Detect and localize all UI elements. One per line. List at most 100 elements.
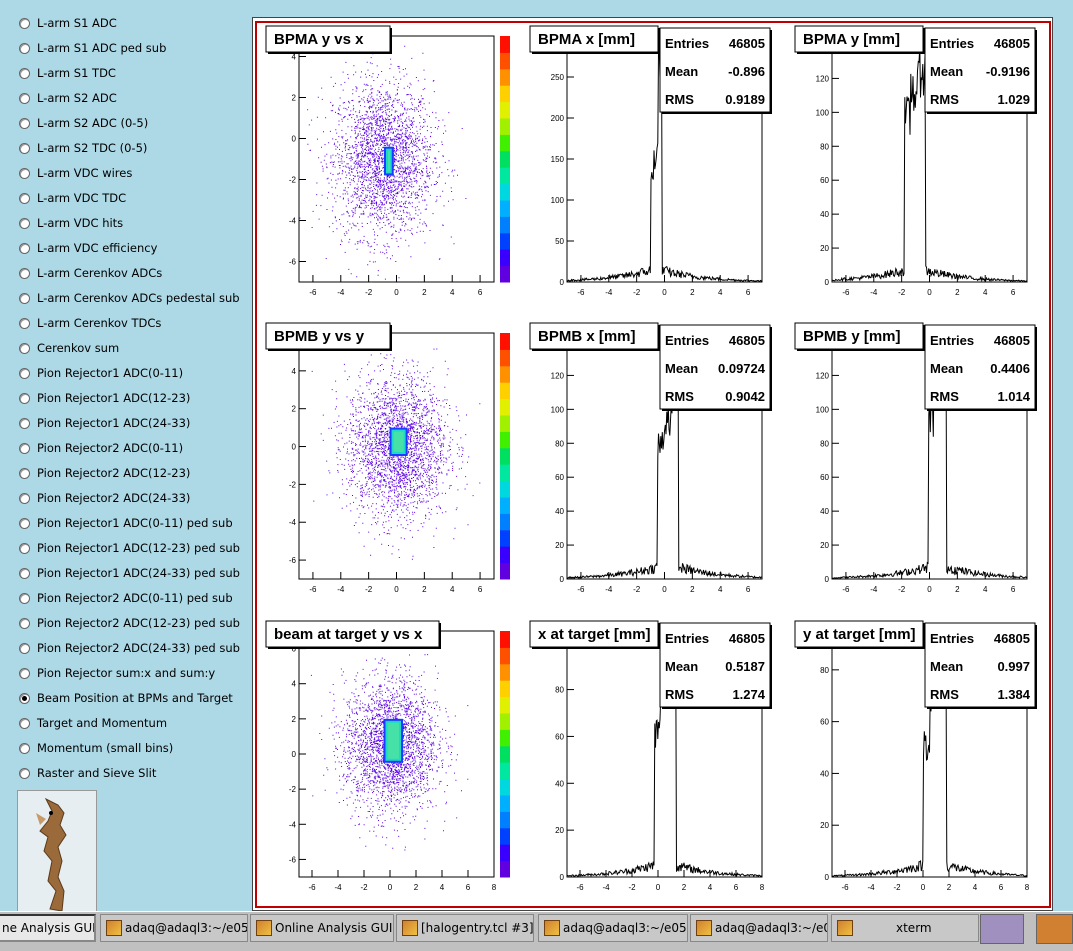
menu-item-11[interactable]: L-arm Cerenkov ADCs: [0, 262, 250, 284]
y-tick-label: 100: [551, 196, 565, 205]
plot-frame: [298, 35, 495, 283]
menu-item-21[interactable]: Pion Rejector1 ADC(0-11) ped sub: [0, 512, 250, 534]
menu-item-16[interactable]: Pion Rejector1 ADC(12-23): [0, 387, 250, 409]
app-icon[interactable]: [1036, 914, 1073, 944]
radio-button[interactable]: [19, 642, 30, 654]
radio-button[interactable]: [19, 67, 30, 79]
menu-item-1[interactable]: L-arm S1 ADC: [0, 12, 250, 34]
radio-button[interactable]: [19, 242, 30, 254]
taskbar-button-2[interactable]: adaq@adaql3:~/e051: [100, 914, 248, 942]
radio-button[interactable]: [19, 117, 30, 129]
menu-item-label: Pion Rejector2 ADC(24-33) ped sub: [37, 641, 240, 655]
radio-button[interactable]: [19, 92, 30, 104]
menu-item-13[interactable]: L-arm Cerenkov TDCs: [0, 312, 250, 334]
menu-item-25[interactable]: Pion Rejector2 ADC(12-23) ped sub: [0, 612, 250, 634]
radio-button[interactable]: [19, 517, 30, 529]
palette-swatch: [500, 778, 510, 796]
taskbar-button-7[interactable]: xterm: [831, 914, 979, 942]
menu-item-3[interactable]: L-arm S1 TDC: [0, 62, 250, 84]
radio-button[interactable]: [19, 667, 30, 679]
radio-button[interactable]: [19, 217, 30, 229]
menu-item-28[interactable]: Beam Position at BPMs and Target: [0, 687, 250, 709]
pager-icon[interactable]: [980, 914, 1024, 944]
taskbar-button-4[interactable]: [halogentry.tcl #3]: [396, 914, 534, 942]
radio-button[interactable]: [19, 617, 30, 629]
palette-swatch: [500, 265, 510, 283]
menu-item-29[interactable]: Target and Momentum: [0, 712, 250, 734]
menu-item-30[interactable]: Momentum (small bins): [0, 737, 250, 759]
menu-item-12[interactable]: L-arm Cerenkov ADCs pedestal sub: [0, 287, 250, 309]
pad-6[interactable]: -6-4-20246020406080100120140Entries46805…: [794, 322, 1037, 594]
menu-item-9[interactable]: L-arm VDC hits: [0, 212, 250, 234]
menu-item-20[interactable]: Pion Rejector2 ADC(24-33): [0, 487, 250, 509]
taskbar-button-1[interactable]: ne Analysis GUI: [0, 914, 96, 942]
taskbar-button-6[interactable]: adaq@adaql3:~/e051: [690, 914, 828, 942]
menu-item-22[interactable]: Pion Rejector1 ADC(12-23) ped sub: [0, 537, 250, 559]
radio-button[interactable]: [19, 492, 30, 504]
radio-button[interactable]: [19, 392, 30, 404]
radio-button[interactable]: [19, 417, 30, 429]
radio-button[interactable]: [19, 342, 30, 354]
menu-item-18[interactable]: Pion Rejector2 ADC(0-11): [0, 437, 250, 459]
menu-item-23[interactable]: Pion Rejector1 ADC(24-33) ped sub: [0, 562, 250, 584]
menu-item-6[interactable]: L-arm S2 TDC (0-5): [0, 137, 250, 159]
menu-item-15[interactable]: Pion Rejector1 ADC(0-11): [0, 362, 250, 384]
x-tick-label: -6: [309, 585, 317, 594]
stats-value: 1.014: [997, 389, 1030, 404]
taskbar-label: adaq@adaql3:~/e051: [125, 921, 248, 935]
pad-3[interactable]: -6-4-20246020406080100120140Entries46805…: [794, 25, 1037, 297]
radio-button[interactable]: [19, 742, 30, 754]
pad-8[interactable]: -6-4-202468020406080100Entries46805Mean0…: [529, 620, 772, 892]
stats-key: Entries: [665, 631, 709, 646]
radio-button[interactable]: [19, 267, 30, 279]
pad-2[interactable]: -6 -4 -2 0 2 4 6 0 50 100 150 200 250 Entries 46805 Mea…: [529, 25, 772, 297]
radio-button[interactable]: [19, 142, 30, 154]
pad-7[interactable]: -6 -4 -2 0 2 4 6 8 -6 -4 -2 0 2 4 6 beam at target y vs…: [265, 620, 510, 892]
menu-item-17[interactable]: Pion Rejector1 ADC(24-33): [0, 412, 250, 434]
radio-button[interactable]: [19, 592, 30, 604]
radio-button[interactable]: [19, 367, 30, 379]
radio-button[interactable]: [19, 192, 30, 204]
menu-item-26[interactable]: Pion Rejector2 ADC(24-33) ped sub: [0, 637, 250, 659]
menu-item-5[interactable]: L-arm S2 ADC (0-5): [0, 112, 250, 134]
radio-button[interactable]: [19, 467, 30, 479]
pad-1[interactable]: -6 -4 -2 0 2 4 6 -6 -4 -2 0 2 4 BPMA y vs x: [265, 25, 510, 297]
palette-swatch: [500, 167, 510, 185]
radio-button[interactable]: [19, 692, 30, 704]
radio-button[interactable]: [19, 317, 30, 329]
x-tick-label: 0: [656, 883, 661, 892]
menu-item-19[interactable]: Pion Rejector2 ADC(12-23): [0, 462, 250, 484]
y-tick-label: 4: [292, 367, 297, 376]
pad-4[interactable]: -6 -4 -2 0 2 4 6 -6 -4 -2 0 2 4 BPMB y vs y: [265, 322, 510, 594]
menu-item-10[interactable]: L-arm VDC efficiency: [0, 237, 250, 259]
stats-value: 0.5187: [725, 659, 765, 674]
root-canvas[interactable]: -6 -4 -2 0 2 4 6 -6 -4 -2 0 2 4 BPMA y vs x -6 -4 -2 0 2 4 6…: [255, 21, 1051, 908]
radio-button[interactable]: [19, 567, 30, 579]
menu-item-2[interactable]: L-arm S1 ADC ped sub: [0, 37, 250, 59]
radio-button[interactable]: [19, 442, 30, 454]
menu-item-4[interactable]: L-arm S2 ADC: [0, 87, 250, 109]
x-tick-label: 0: [921, 883, 926, 892]
menu-item-7[interactable]: L-arm VDC wires: [0, 162, 250, 184]
menu-item-24[interactable]: Pion Rejector2 ADC(0-11) ped sub: [0, 587, 250, 609]
taskbar-button-3[interactable]: Online Analysis GUI: [250, 914, 394, 942]
taskbar: ne Analysis GUI adaq@adaql3:~/e051 Online …: [0, 911, 1073, 951]
radio-button[interactable]: [19, 42, 30, 54]
radio-button[interactable]: [19, 717, 30, 729]
taskbar-button-5[interactable]: adaq@adaql3:~/e051: [538, 914, 688, 942]
radio-button[interactable]: [19, 542, 30, 554]
terminal-icon: [837, 920, 853, 936]
pad-5[interactable]: -6-4-20246020406080100120140Entries46805…: [529, 322, 772, 594]
radio-button[interactable]: [19, 767, 30, 779]
menu-item-27[interactable]: Pion Rejector sum:x and sum:y: [0, 662, 250, 684]
menu-item-14[interactable]: Cerenkov sum: [0, 337, 250, 359]
x-tick-label: 6: [746, 288, 751, 297]
radio-button[interactable]: [19, 17, 30, 29]
radio-button[interactable]: [19, 292, 30, 304]
menu-item-label: L-arm Cerenkov ADCs: [37, 266, 163, 280]
y-tick-label: 120: [816, 74, 830, 83]
menu-item-8[interactable]: L-arm VDC TDC: [0, 187, 250, 209]
radio-button[interactable]: [19, 167, 30, 179]
menu-item-31[interactable]: Raster and Sieve Slit: [0, 762, 250, 784]
